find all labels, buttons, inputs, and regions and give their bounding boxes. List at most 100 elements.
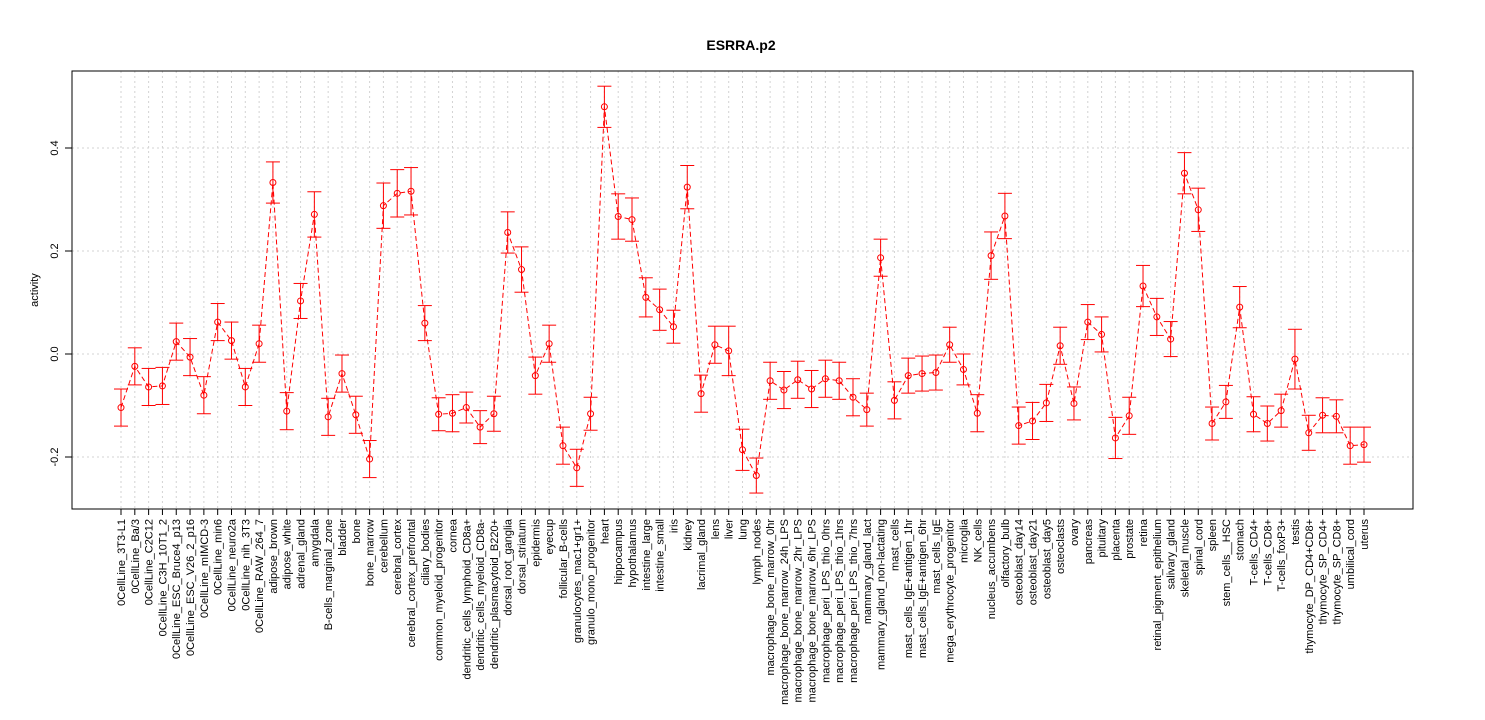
data-point (697, 390, 705, 398)
x-tick-label: 0CellLine_C3H_10T1_2 (157, 519, 169, 636)
y-tick-label: -0.2 (49, 448, 61, 467)
data-point (145, 383, 153, 391)
x-tick-label: bladder (337, 519, 349, 556)
x-tick-label: T-cells_CD4+ (1249, 519, 1261, 585)
data-point (808, 385, 816, 393)
x-tick-label: mast_cells_IgE+antigen_1hr (903, 519, 915, 658)
data-point (1015, 422, 1023, 430)
x-tick-label: umbilical_cord (1345, 519, 1357, 589)
x-tick-label: macrophage_peri_LPS_thio_0hrs (820, 519, 832, 683)
x-tick-label: hypothalamus (627, 519, 639, 588)
data-point (448, 409, 456, 417)
data-point (393, 189, 401, 197)
data-point (1291, 355, 1299, 363)
y-axis-label: activity (29, 273, 41, 307)
x-tick-label: placenta (1110, 518, 1122, 560)
x-tick-label: macrophage_peri_LPS_thio_7hrs (848, 519, 860, 683)
x-tick-label: epidermis (530, 519, 542, 567)
data-point (366, 455, 374, 463)
x-tick-label: lymph_nodes (751, 519, 763, 585)
x-tick-label: osteoblast_day21 (1028, 519, 1040, 605)
data-point (407, 187, 415, 195)
data-point (131, 362, 139, 370)
data-point (1029, 417, 1037, 425)
data-point (877, 254, 885, 262)
x-tick-label: 0CellLine_nih_3T3 (240, 519, 252, 611)
data-point (904, 372, 912, 380)
x-tick-label: heart (599, 519, 611, 544)
x-tick-label: dendritic_plasmacytoid_B220+ (489, 519, 501, 669)
data-point (1042, 399, 1050, 407)
x-tick-label: cerebral_cortex_prefrontal (406, 519, 418, 647)
data-point (324, 413, 332, 421)
x-tick-label: macrophage_peri_LPS_thio_1hrs (834, 519, 846, 683)
x-tick-label: uterus (1359, 519, 1371, 550)
x-tick-label: cerebral_cortex (392, 519, 404, 595)
x-tick-label: liver (724, 519, 736, 540)
x-tick-label: cornea (447, 518, 459, 553)
data-point (1180, 169, 1188, 177)
data-point (1277, 407, 1285, 415)
x-tick-label: dendritic_cells_myeloid_CD8a- (475, 519, 487, 671)
data-point (1263, 420, 1271, 428)
x-tick-label: spinal_cord (1193, 519, 1205, 575)
x-tick-label: adipose_white (282, 519, 294, 589)
data-point (1222, 398, 1230, 406)
x-tick-label: NK_cells (972, 519, 984, 563)
x-tick-label: macrophage_bone_marrow_24h_LPS (779, 519, 791, 705)
x-tick-label: macrophage_bone_marrow_0hr (765, 519, 777, 676)
x-tick-label: retinal_pigment_epithelium (1152, 519, 1164, 650)
x-tick-label: prostate (1124, 519, 1136, 559)
data-point (352, 411, 360, 419)
data-point (214, 318, 222, 326)
data-point (518, 266, 526, 274)
y-tick-label: 0.4 (49, 140, 61, 155)
x-tick-label: hippocampus (613, 519, 625, 585)
x-tick-label: pituitary (1097, 519, 1109, 558)
data-point (1056, 342, 1064, 350)
data-point (766, 377, 774, 385)
data-point (973, 409, 981, 417)
x-tick-label: bone_marrow (365, 519, 377, 586)
y-tick-label: 0.2 (49, 243, 61, 258)
data-point (932, 369, 940, 377)
data-point (559, 442, 567, 450)
x-tick-label: macrophage_bone_marrow_6hr_LPS (807, 519, 819, 702)
data-point (1236, 303, 1244, 311)
x-tick-label: ovary (1069, 519, 1081, 546)
data-point (849, 393, 857, 401)
data-point (863, 406, 871, 414)
data-point (918, 370, 926, 378)
data-point (1208, 420, 1216, 428)
data-point (158, 382, 166, 390)
x-tick-label: stem_cells__HSC (1221, 519, 1233, 606)
data-point (476, 423, 484, 431)
x-tick-label: mega_erythrocyte_progenitor (945, 519, 957, 663)
x-tick-label: mammary_gland_lact (862, 519, 874, 624)
x-tick-label: lens (710, 519, 722, 540)
data-point (725, 347, 733, 355)
x-tick-label: lung (738, 519, 750, 540)
x-tick-label: retina (1138, 518, 1150, 546)
data-point (504, 228, 512, 236)
x-tick-label: spleen (1207, 519, 1219, 551)
x-tick-label: 0CellLine_RAW_264_7 (254, 519, 266, 633)
data-point (297, 297, 305, 305)
data-point (379, 202, 387, 210)
x-tick-label: dorsal_root_ganglia (503, 518, 515, 616)
x-tick-label: mast_cells_IgE (931, 519, 943, 594)
x-tick-label: nucleus_accumbens (986, 519, 998, 620)
data-point (1167, 335, 1175, 343)
data-point (172, 338, 180, 346)
data-point (1084, 318, 1092, 326)
data-point (656, 306, 664, 314)
y-axis: -0.2 0.0 0.2 0.4 (49, 140, 72, 466)
x-tick-label: granulocytes_mac1+gr1+ (572, 519, 584, 643)
data-point (711, 341, 719, 349)
data-point (1153, 313, 1161, 321)
y-tick-label: 0.0 (49, 346, 61, 361)
x-tick-label: microglia (958, 518, 970, 563)
x-tick-label: thymocyte_DP_CD4+CD8+ (1304, 519, 1316, 654)
x-tick-label: osteoblast_day14 (1014, 519, 1026, 605)
x-tick-label: olfactory_bulb (1000, 519, 1012, 588)
